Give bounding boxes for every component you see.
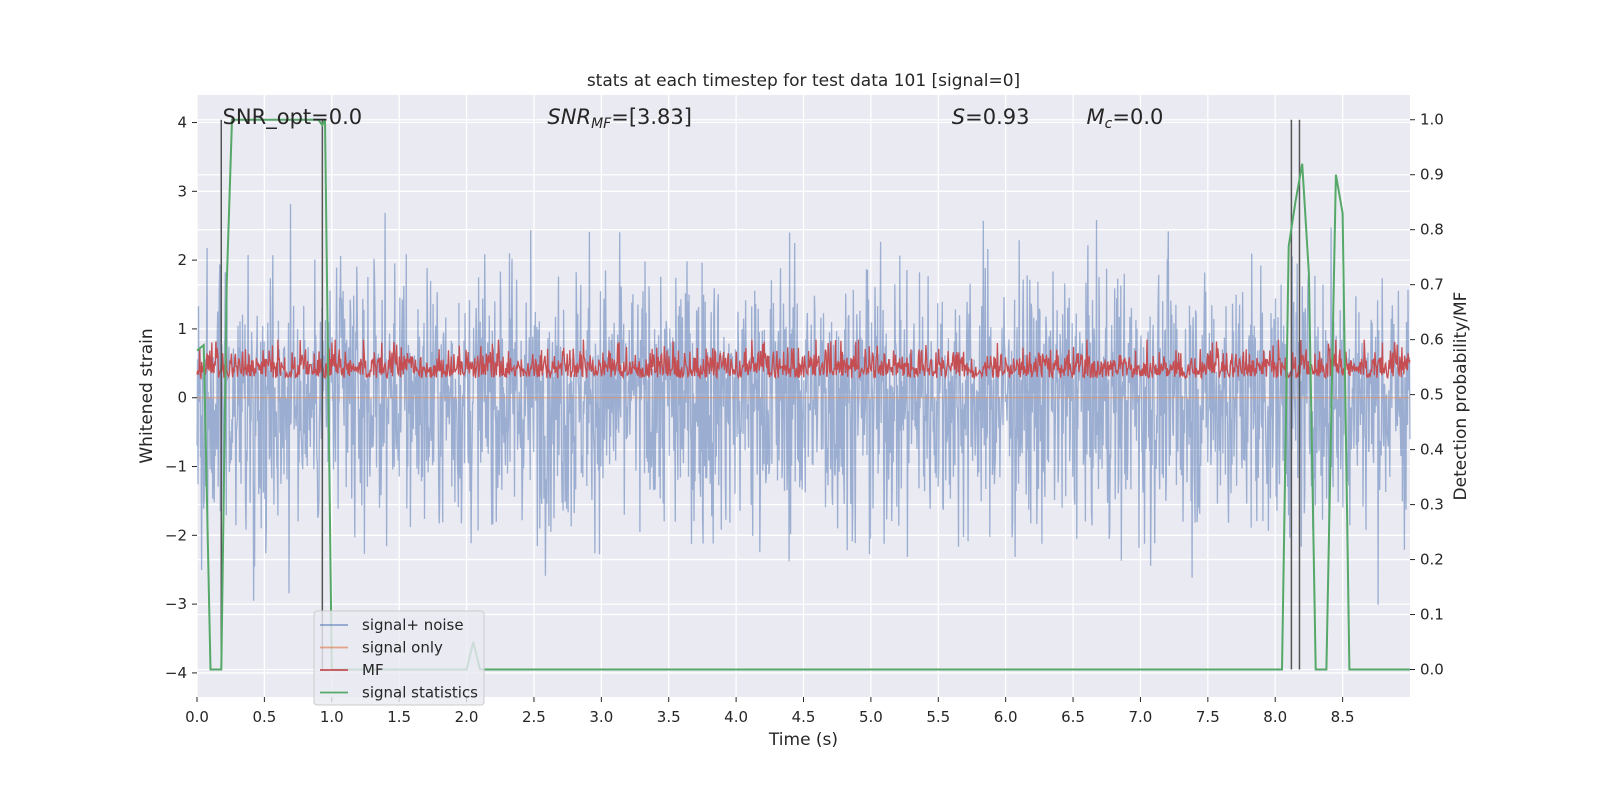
- y-tick-label-right: 0.6: [1420, 331, 1444, 349]
- y-tick-label-right: 0.0: [1420, 661, 1444, 679]
- x-tick-label: 4.5: [792, 708, 816, 726]
- chart-title: stats at each timestep for test data 101…: [587, 71, 1020, 91]
- y-tick-label-left: 4: [177, 114, 187, 132]
- series-layer: [196, 118, 1411, 671]
- x-tick-label: 5.5: [926, 708, 950, 726]
- y-tick-label-left: −4: [165, 664, 187, 682]
- x-tick-label: 5.0: [859, 708, 883, 726]
- legend: signal+ noise signal only MF signal statist…: [313, 610, 485, 706]
- series-signal-noise: [196, 203, 1411, 605]
- x-tick-label: 4.0: [724, 708, 748, 726]
- y-tick-label-left: −1: [165, 458, 187, 476]
- x-tick-label: 7.5: [1196, 708, 1220, 726]
- y-tick-label-left: 0: [177, 389, 187, 407]
- x-tick-label: 1.5: [387, 708, 411, 726]
- annotation-mc-value: 0.0: [1130, 105, 1163, 129]
- y-tick-label-right: 0.4: [1420, 441, 1444, 459]
- y-tick-label-right: 0.3: [1420, 496, 1444, 514]
- y-axis-label-left: Whitened strain: [137, 328, 157, 463]
- x-tick-label: 6.5: [1061, 708, 1085, 726]
- x-axis-label: Time (s): [768, 730, 838, 750]
- y-tick-label-right: 1.0: [1420, 111, 1444, 129]
- ticks: 0.0 0.5 1.0 1.5 2.0 2.5 3.0 3.5 4.0 4.5 5.0 5.5 6.0 6…: [165, 111, 1444, 726]
- y-tick-label-right: 0.1: [1420, 606, 1444, 624]
- y-tick-label-right: 0.7: [1420, 276, 1444, 294]
- y-tick-label-left: 2: [177, 251, 187, 269]
- annotation-snr-opt: SNR_opt=0.0: [223, 105, 363, 130]
- x-tick-label: 3.5: [657, 708, 681, 726]
- y-axis-label-right: Detection probability/MF: [1451, 292, 1471, 501]
- x-tick-label: 1.0: [320, 708, 344, 726]
- y-tick-label-right: 0.9: [1420, 166, 1444, 184]
- x-tick-label: 3.0: [589, 708, 613, 726]
- series-mf: [196, 339, 1411, 381]
- y-tick-label-left: 3: [177, 182, 187, 200]
- y-tick-label-left: 1: [177, 320, 187, 338]
- x-tick-label: 2.5: [522, 708, 546, 726]
- x-tick-label: 0.5: [252, 708, 276, 726]
- annotation-snr-mf-value: [3.83]: [629, 105, 692, 129]
- legend-label: signal only: [362, 639, 443, 657]
- x-tick-label: 6.0: [994, 708, 1018, 726]
- annotation-mc: Mc=0.0: [1087, 105, 1164, 132]
- annotation-s: S=0.93: [952, 105, 1030, 129]
- legend-label: signal statistics: [362, 684, 478, 702]
- x-tick-label: 7.0: [1129, 708, 1153, 726]
- legend-label: MF: [362, 661, 384, 679]
- annotation-snr-mf: SNRMF=[3.83]: [547, 105, 692, 132]
- x-tick-label: 8.5: [1331, 708, 1355, 726]
- y-tick-label-right: 0.5: [1420, 386, 1444, 404]
- annotation-s-value: 0.93: [983, 105, 1030, 129]
- y-tick-label-left: −3: [165, 595, 187, 613]
- x-tick-label: 2.0: [455, 708, 479, 726]
- x-tick-label: 8.0: [1263, 708, 1287, 726]
- x-tick-label: 0.0: [185, 708, 209, 726]
- y-tick-label-right: 0.8: [1420, 221, 1444, 239]
- y-tick-label-right: 0.2: [1420, 551, 1444, 569]
- legend-box: [313, 610, 485, 706]
- legend-label: signal+ noise: [362, 616, 464, 634]
- y-tick-label-left: −2: [165, 526, 187, 544]
